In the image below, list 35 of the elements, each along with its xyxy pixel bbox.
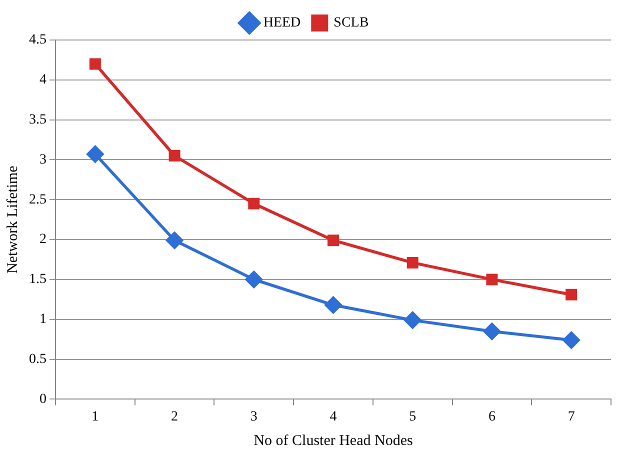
x-axis-title: No of Cluster Head Nodes <box>254 432 413 449</box>
point <box>89 58 101 70</box>
y-tick-label: 1.5 <box>29 272 46 288</box>
y-axis-title: Network Lifetime <box>4 165 21 274</box>
y-tick-label: 3 <box>40 152 46 168</box>
y-tick-label: 4 <box>40 72 46 88</box>
point <box>404 312 422 329</box>
x-tick-label: 7 <box>568 409 575 424</box>
x-tick-label: 2 <box>171 409 178 424</box>
y-tick-label: 1 <box>40 312 46 328</box>
point <box>562 332 580 349</box>
x-tick-label: 3 <box>250 409 258 424</box>
point <box>406 256 418 268</box>
legend-label: SCLB <box>334 16 369 31</box>
x-tick-label: 4 <box>330 409 337 424</box>
y-tick-label: 2.5 <box>29 192 46 208</box>
point <box>168 150 180 162</box>
y-tick-label: 4.5 <box>29 32 46 48</box>
x-tick-label: 1 <box>92 409 99 424</box>
y-tick-label: 0.5 <box>29 352 46 367</box>
point <box>486 274 498 286</box>
point <box>245 270 262 288</box>
point <box>328 234 339 246</box>
point <box>248 198 260 210</box>
y-tick-label: 0 <box>40 392 46 407</box>
point <box>166 232 184 249</box>
point <box>86 146 104 163</box>
point <box>483 322 500 340</box>
point <box>566 288 578 300</box>
x-tick-label: 6 <box>488 409 496 424</box>
y-tick-label: 2 <box>40 232 46 248</box>
y-tick-label: 3.5 <box>29 112 46 128</box>
legend-label: HEED <box>263 16 301 31</box>
x-tick-label: 5 <box>409 409 416 424</box>
point <box>324 296 342 314</box>
